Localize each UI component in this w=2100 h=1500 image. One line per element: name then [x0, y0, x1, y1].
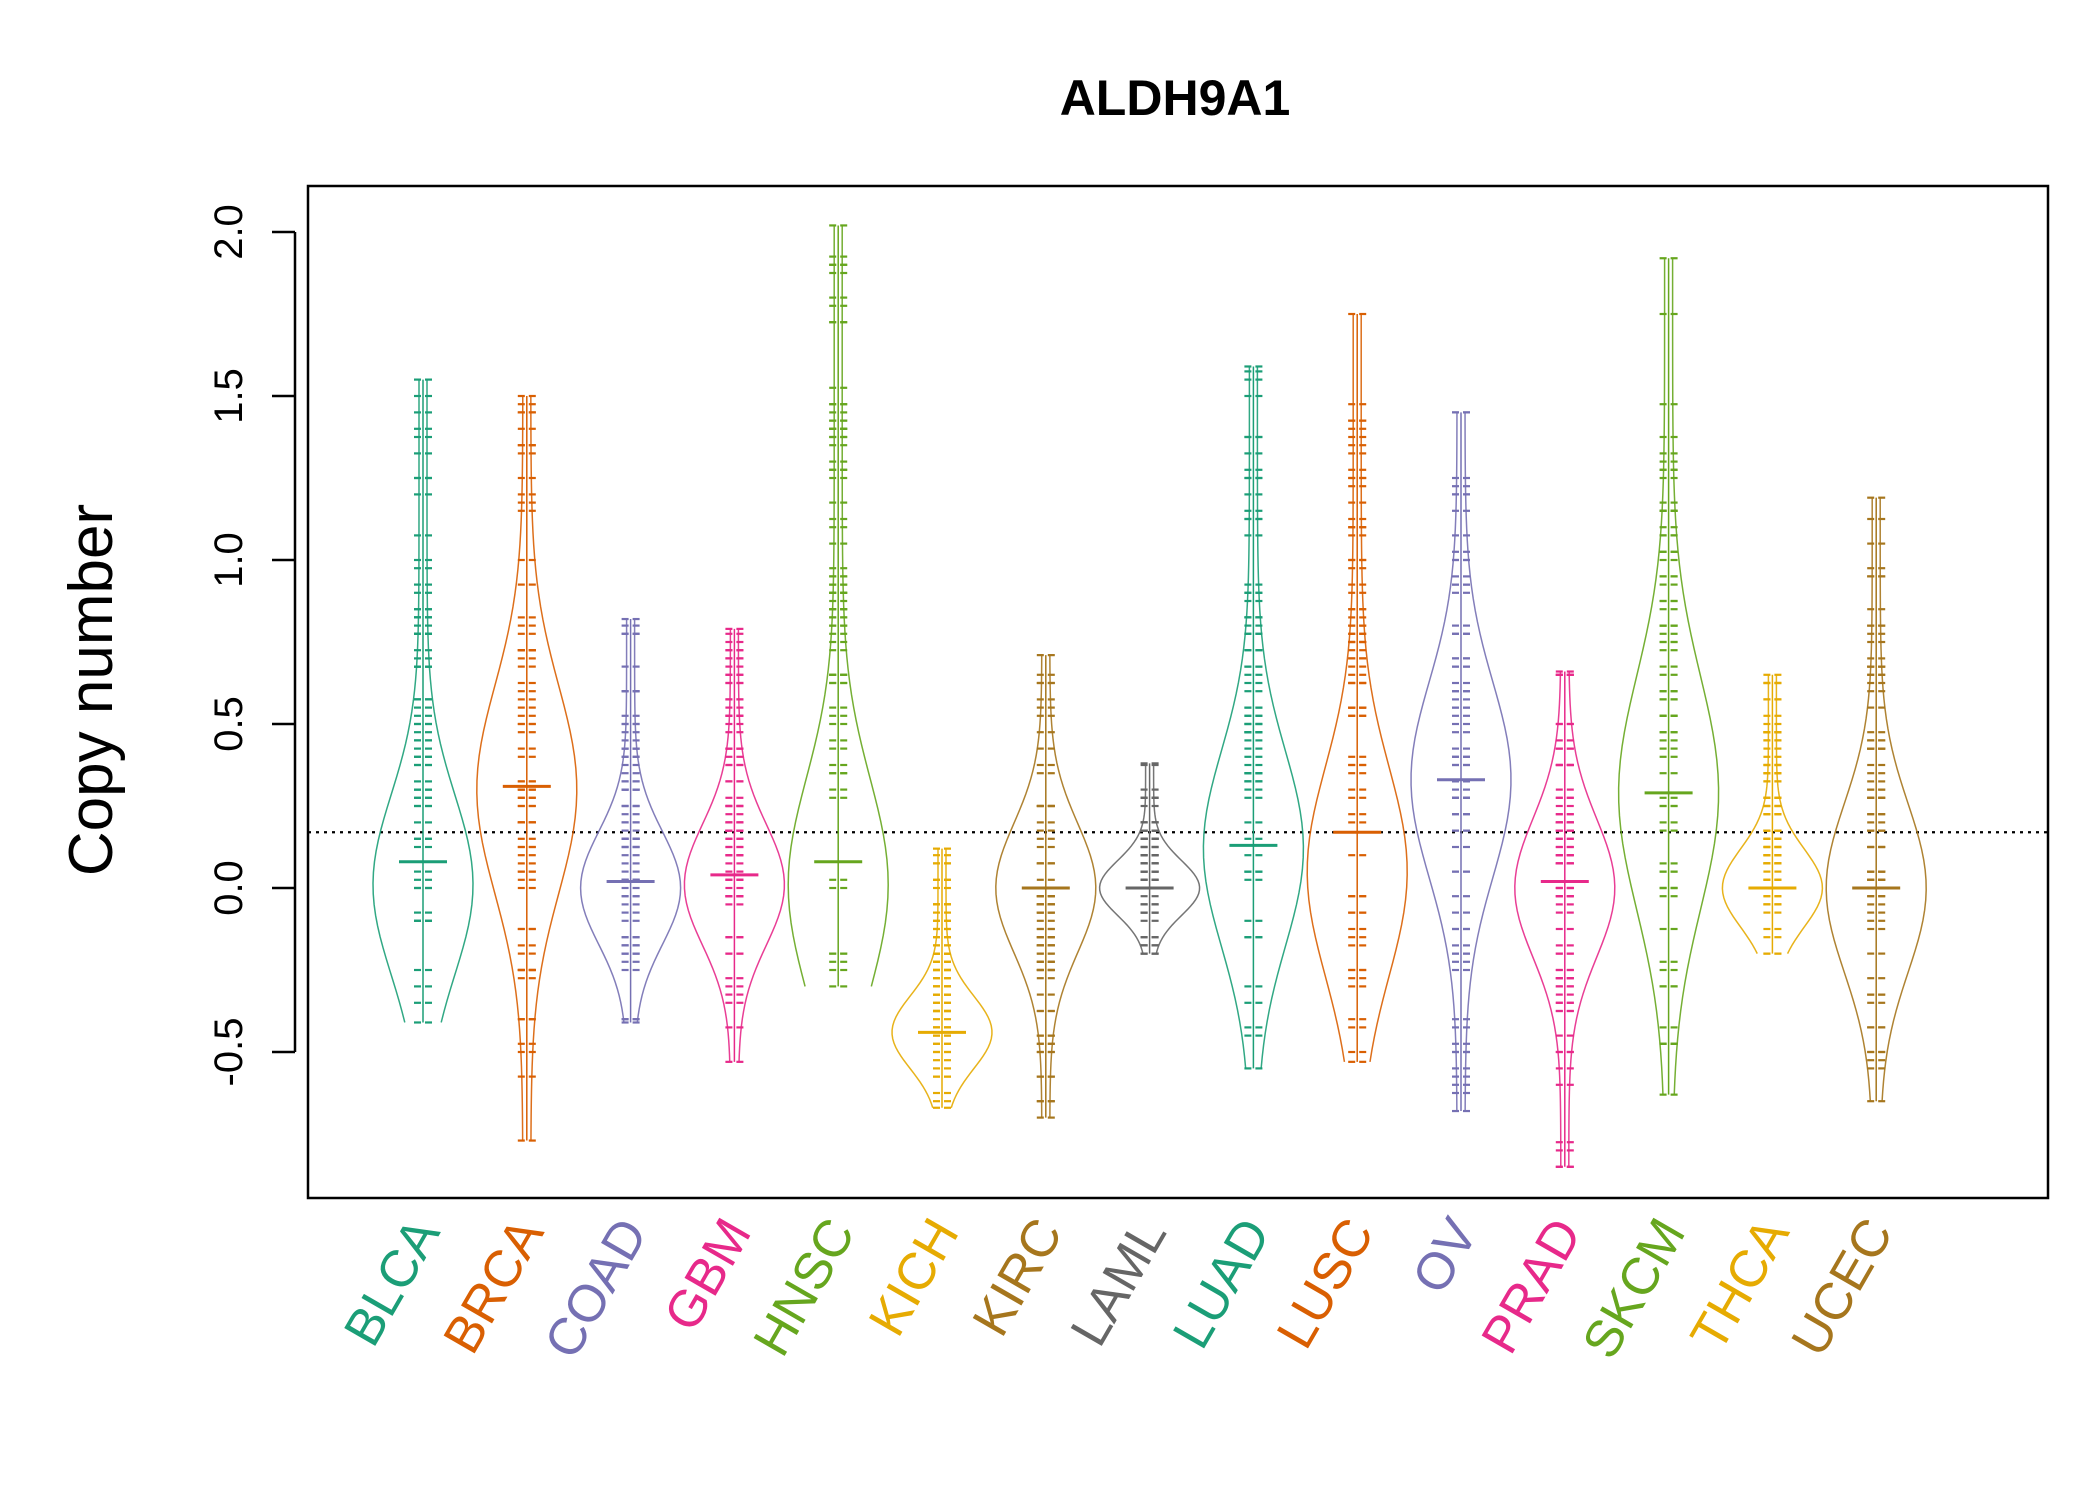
- x-tick-label-skcm: SKCM: [1572, 1209, 1697, 1368]
- bean-density-right: [1879, 497, 1927, 1102]
- bean-density-right: [633, 619, 682, 1023]
- plot-frame: [306, 184, 2050, 1200]
- bean-density-right: [1360, 314, 1408, 1062]
- bean-density-right: [1256, 366, 1305, 1069]
- bean-density-left: [372, 379, 420, 1023]
- bean-luad: [1202, 365, 1305, 1070]
- bean-density-right: [1775, 674, 1824, 954]
- bean-skcm: [1617, 257, 1720, 1096]
- x-tick-label-laml: LAML: [1060, 1209, 1178, 1356]
- y-tick-label: 1.5: [207, 368, 251, 424]
- bean-density-right: [1671, 258, 1720, 1095]
- bean-ov: [1410, 411, 1512, 1113]
- bean-laml: [1098, 762, 1201, 955]
- y-tick-label: 0.5: [207, 696, 251, 752]
- bean-density-left: [1306, 314, 1354, 1062]
- bean-thca: [1721, 673, 1824, 955]
- bean-gbm: [683, 627, 786, 1063]
- bean-density-left: [1098, 763, 1147, 954]
- bean-density-left: [1410, 412, 1458, 1112]
- x-tick-label-kirc: KIRC: [962, 1209, 1074, 1346]
- bean-density-right: [1464, 412, 1512, 1112]
- y-tick-label: 2.0: [207, 204, 251, 260]
- y-tick-label: 1.0: [207, 532, 251, 588]
- x-tick-label-luad: LUAD: [1162, 1209, 1282, 1358]
- y-tick-label: 0.0: [207, 860, 251, 916]
- bean-brca: [476, 394, 578, 1142]
- bean-density-left: [1202, 366, 1251, 1069]
- bean-density-right: [737, 628, 786, 1062]
- bean-density-right: [426, 379, 474, 1023]
- bean-kich: [891, 847, 993, 1109]
- bean-density-right: [945, 848, 993, 1108]
- bean-density-right: [530, 395, 578, 1141]
- bean-density-left: [995, 655, 1043, 1118]
- bean-density-left: [579, 619, 628, 1023]
- bean-prad: [1514, 670, 1616, 1168]
- plot-area: -0.50.00.51.01.52.0BLCABRCACOADGBMHNSCKI…: [207, 184, 2050, 1368]
- bean-density-left: [1721, 674, 1770, 954]
- x-tick-label-gbm: GBM: [653, 1209, 762, 1341]
- x-tick-label-ucec: UCEC: [1781, 1209, 1905, 1366]
- bean-density-left: [787, 225, 835, 987]
- bean-hnsc: [787, 224, 889, 988]
- bean-density-right: [1568, 671, 1616, 1167]
- bean-density-left: [891, 848, 939, 1108]
- y-axis: -0.5 0.0 0.5 1.0 1.5 2.0: [207, 204, 297, 1087]
- y-tick-label: -0.5: [207, 1018, 251, 1087]
- bean-density-left: [683, 628, 732, 1062]
- bean-density-right: [1152, 763, 1201, 954]
- bean-density-right: [841, 225, 889, 987]
- bean-kirc: [995, 654, 1097, 1119]
- x-tick-label-lusc: LUSC: [1266, 1209, 1386, 1358]
- x-tick-label-coad: COAD: [534, 1209, 659, 1368]
- x-tick-label-kich: KICH: [858, 1209, 970, 1346]
- bean-density-left: [1617, 258, 1666, 1095]
- x-tick-label-hnsc: HNSC: [743, 1209, 867, 1366]
- bean-ucec: [1825, 496, 1927, 1103]
- bean-density-right: [1049, 655, 1097, 1118]
- bean-lusc: [1306, 312, 1408, 1063]
- bean-density-left: [1514, 671, 1562, 1167]
- bean-blca: [372, 378, 474, 1024]
- bean-density-left: [476, 395, 524, 1141]
- x-tick-label-ov: OV: [1402, 1209, 1490, 1303]
- bean-coad: [579, 617, 682, 1024]
- bean-density-left: [1825, 497, 1873, 1102]
- chart-title: ALDH9A1: [1060, 70, 1291, 126]
- y-axis-label: Copy number: [57, 504, 126, 876]
